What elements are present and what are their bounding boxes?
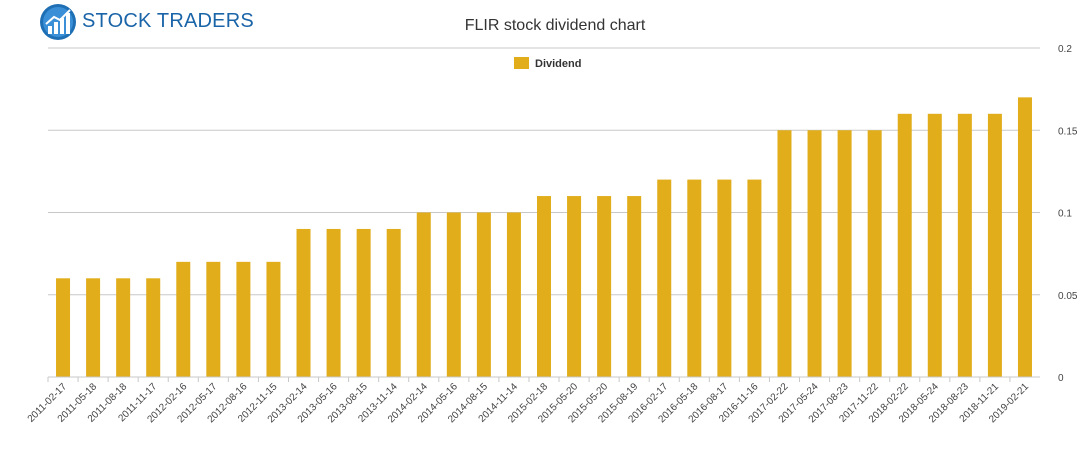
bar (266, 261, 281, 377)
logo-text: STOCK TRADERS (82, 10, 254, 32)
bar (416, 212, 431, 377)
bar (206, 261, 221, 377)
bar (446, 212, 461, 377)
bars (56, 97, 1032, 378)
bar (747, 179, 762, 377)
legend-label: Dividend (535, 58, 581, 70)
bar (627, 196, 642, 377)
bar (987, 113, 1002, 378)
legend: Dividend (514, 57, 581, 70)
bar (326, 228, 341, 377)
stock-traders-logo[interactable]: STOCK TRADERS (38, 2, 254, 42)
bar (296, 228, 311, 377)
y-tick-label: 0.15 (1058, 126, 1078, 137)
bar (386, 228, 401, 377)
bar (1017, 97, 1032, 377)
y-tick-label: 0.2 (1058, 44, 1072, 55)
bar (86, 278, 101, 377)
bar (927, 113, 942, 378)
bar (837, 130, 852, 377)
bar (957, 113, 972, 378)
y-axis-ticks: 0 0.05 0.1 0.15 0.2 (1058, 44, 1078, 384)
bar (897, 113, 912, 378)
bar (777, 130, 792, 377)
chart-title: FLIR stock dividend chart (465, 17, 646, 34)
bar (597, 196, 612, 377)
bar (476, 212, 491, 377)
bar (506, 212, 521, 377)
bar (807, 130, 822, 377)
y-tick-label: 0 (1058, 373, 1064, 384)
bar (657, 179, 672, 377)
bar (537, 196, 551, 377)
bar (687, 179, 702, 377)
x-axis-ticks: 2011-02-172011-05-182011-08-182011-11-17… (26, 376, 1040, 425)
bar (236, 261, 251, 377)
bar (567, 196, 582, 377)
bar (176, 261, 191, 377)
bar (146, 278, 161, 377)
legend-swatch (514, 57, 529, 69)
bar (56, 278, 71, 377)
bar (717, 179, 732, 377)
y-tick-label: 0.05 (1058, 291, 1078, 302)
bar (867, 130, 882, 377)
y-tick-label: 0.1 (1058, 209, 1072, 220)
bar (116, 278, 131, 377)
logo-chart-icon (40, 4, 76, 40)
bar (356, 228, 371, 377)
